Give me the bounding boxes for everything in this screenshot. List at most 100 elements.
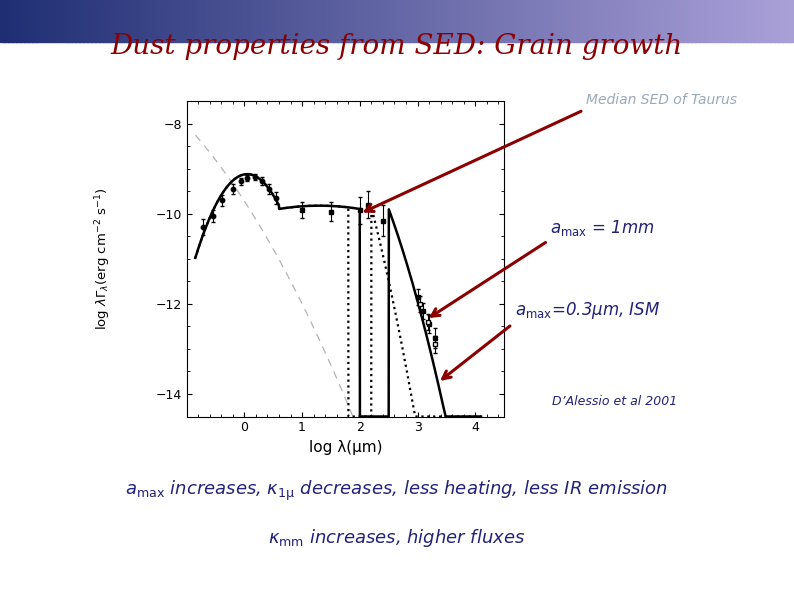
Text: a$_{\rm max}$ increases, $\kappa_{\rm 1\mu}$ decreases, less heating, less IR em: a$_{\rm max}$ increases, $\kappa_{\rm 1\…	[125, 479, 669, 503]
Bar	[441, 0, 445, 42]
Bar	[75, 0, 80, 42]
Bar	[32, 0, 37, 42]
Bar	[746, 0, 751, 42]
Bar	[564, 0, 569, 42]
Bar	[341, 0, 346, 42]
Bar	[611, 0, 616, 42]
Bar	[671, 0, 676, 42]
Bar	[111, 0, 116, 42]
Bar	[750, 0, 755, 42]
Bar	[258, 0, 263, 42]
Bar	[60, 0, 64, 42]
Bar	[333, 0, 338, 42]
Bar	[262, 0, 267, 42]
Bar	[44, 0, 48, 42]
Bar	[95, 0, 100, 42]
Bar	[778, 0, 783, 42]
Bar	[480, 0, 485, 42]
Bar	[294, 0, 299, 42]
Bar	[0, 0, 5, 42]
Bar	[449, 0, 453, 42]
X-axis label: log λ(μm): log λ(μm)	[309, 440, 382, 455]
Bar	[592, 0, 596, 42]
Bar	[202, 0, 207, 42]
Bar	[8, 0, 13, 42]
Bar	[167, 0, 172, 42]
Bar	[790, 0, 794, 42]
Bar	[242, 0, 247, 42]
Bar	[349, 0, 354, 42]
Bar	[16, 0, 21, 42]
Bar	[183, 0, 187, 42]
Bar	[238, 0, 243, 42]
Bar	[28, 0, 33, 42]
Bar	[107, 0, 112, 42]
Bar	[715, 0, 719, 42]
Bar	[143, 0, 148, 42]
Bar	[588, 0, 592, 42]
Bar	[687, 0, 692, 42]
Bar	[488, 0, 493, 42]
Bar	[738, 0, 743, 42]
Bar	[508, 0, 513, 42]
Bar	[742, 0, 747, 42]
Bar	[580, 0, 584, 42]
Bar	[695, 0, 700, 42]
Bar	[500, 0, 505, 42]
Bar	[286, 0, 291, 42]
Bar	[389, 0, 394, 42]
Bar	[159, 0, 164, 42]
Bar	[532, 0, 537, 42]
Bar	[786, 0, 791, 42]
Bar	[127, 0, 132, 42]
Bar	[103, 0, 108, 42]
Bar	[639, 0, 644, 42]
Bar	[556, 0, 561, 42]
Bar	[345, 0, 350, 42]
Bar	[91, 0, 96, 42]
Bar	[603, 0, 608, 42]
Bar	[214, 0, 219, 42]
Bar	[683, 0, 688, 42]
Bar	[302, 0, 306, 42]
Bar	[635, 0, 640, 42]
Bar	[675, 0, 680, 42]
Bar	[417, 0, 422, 42]
Bar	[520, 0, 525, 42]
Bar	[524, 0, 529, 42]
Bar	[544, 0, 549, 42]
Bar	[139, 0, 144, 42]
Bar	[401, 0, 406, 42]
Bar	[234, 0, 239, 42]
Bar	[115, 0, 120, 42]
Bar	[230, 0, 235, 42]
Bar	[135, 0, 140, 42]
Bar	[699, 0, 703, 42]
Bar	[52, 0, 56, 42]
Bar	[131, 0, 136, 42]
Bar	[326, 0, 330, 42]
Bar	[516, 0, 521, 42]
Bar	[599, 0, 604, 42]
Bar	[433, 0, 437, 42]
Bar	[365, 0, 370, 42]
Bar	[71, 0, 76, 42]
Bar	[425, 0, 430, 42]
Bar	[421, 0, 426, 42]
Bar	[20, 0, 25, 42]
Bar	[282, 0, 287, 42]
Bar	[79, 0, 84, 42]
Bar	[476, 0, 481, 42]
Bar	[730, 0, 735, 42]
Bar	[552, 0, 557, 42]
Bar	[429, 0, 434, 42]
Bar	[151, 0, 156, 42]
Bar	[457, 0, 461, 42]
Bar	[187, 0, 191, 42]
Bar	[492, 0, 497, 42]
Bar	[83, 0, 88, 42]
Bar	[337, 0, 342, 42]
Bar	[659, 0, 664, 42]
Bar	[691, 0, 696, 42]
Bar	[540, 0, 545, 42]
